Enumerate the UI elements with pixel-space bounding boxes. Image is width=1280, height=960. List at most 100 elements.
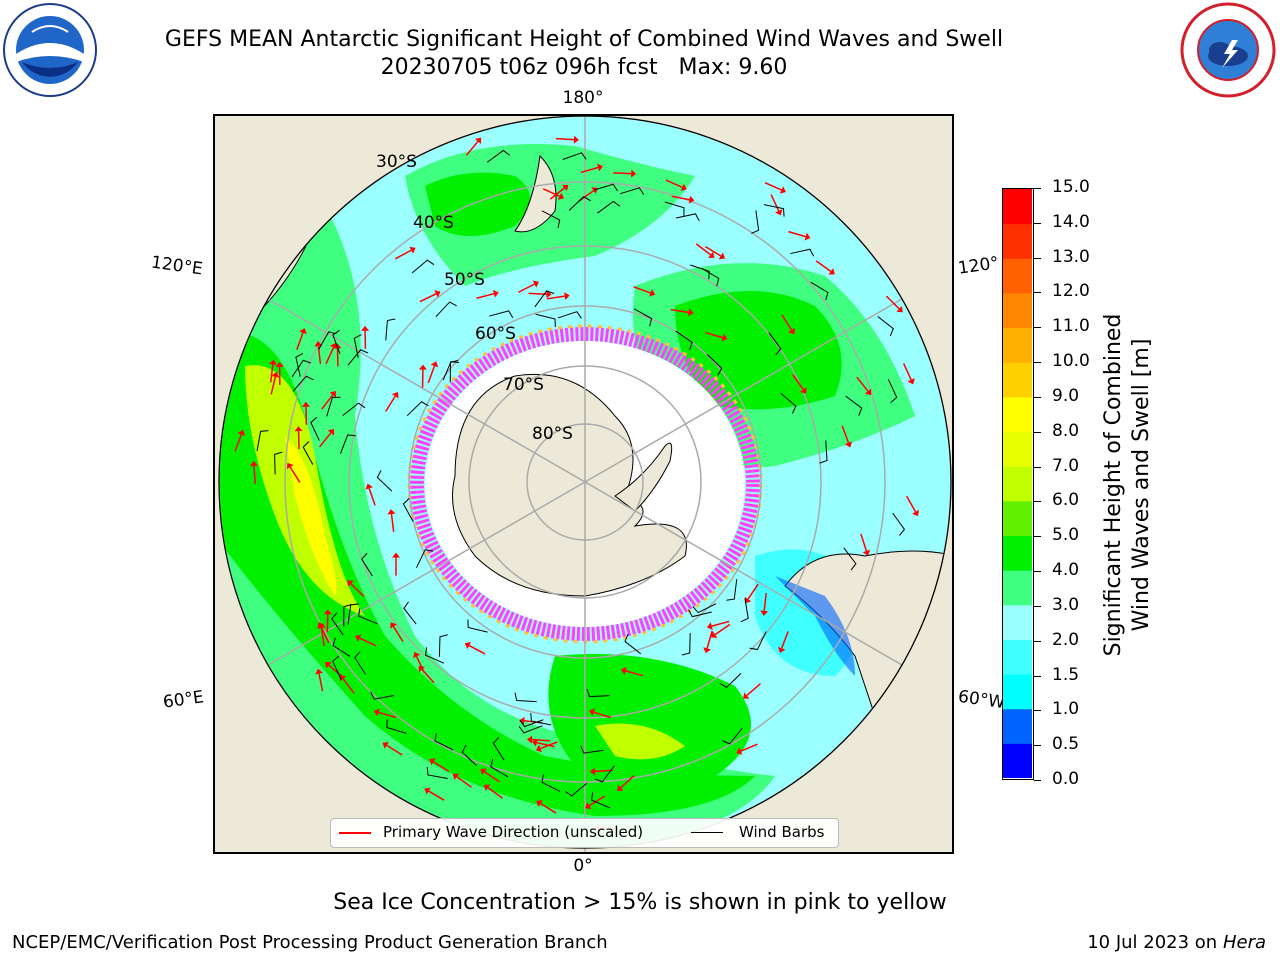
colorbar-bin <box>1003 189 1032 225</box>
colorbar-bin <box>1003 396 1032 433</box>
wind-barb <box>597 200 621 214</box>
wave-direction-arrow <box>484 771 500 783</box>
noaa-logo <box>2 2 98 98</box>
wave-direction-arrow <box>536 741 555 748</box>
wave-direction-arrowhead <box>373 708 380 717</box>
colorbar-bin <box>1003 258 1032 294</box>
nws-logo <box>1180 2 1276 98</box>
wave-direction-arrowhead <box>536 800 543 807</box>
colorbar-tick-label: 3.0 <box>1052 594 1080 615</box>
wave-direction-arrow <box>670 308 689 314</box>
colorbar-bin <box>1003 604 1032 640</box>
wind-barb <box>416 549 434 568</box>
footer-credit: NCEP/EMC/Verification Post Processing Pr… <box>12 932 608 953</box>
wave-direction-arrowhead <box>301 401 310 407</box>
colorbar-tick-mark <box>1034 362 1041 364</box>
wave-direction-arrow <box>885 295 900 310</box>
wave-direction-arrowhead <box>799 387 807 394</box>
wind-barb <box>492 737 505 761</box>
colorbar-bin <box>1003 535 1032 571</box>
wind-barb <box>722 727 743 745</box>
wave-band-west-strong <box>219 332 755 816</box>
wind-barb <box>332 329 341 354</box>
colorbar-tick-mark <box>1034 257 1041 259</box>
colorbar-label-line-2: Wind Waves and Swell [m] <box>1129 338 1154 632</box>
colorbar-bin <box>1003 743 1032 778</box>
wave-direction-arrowhead <box>314 341 323 347</box>
wind-barb <box>790 248 815 257</box>
wave-direction-arrowhead <box>237 429 246 436</box>
wave-direction-arrowhead <box>323 609 332 615</box>
wind-barb <box>688 609 712 618</box>
lon-label-upper-left: 120°E <box>149 252 204 280</box>
colorbar-tick-label: 13.0 <box>1052 246 1090 267</box>
colorbar-bin <box>1003 327 1032 363</box>
colorbar-tick-label: 1.5 <box>1052 664 1080 685</box>
wind-barb <box>564 782 588 797</box>
wave-direction-arrow <box>695 243 711 256</box>
wave-direction-arrow <box>386 744 403 756</box>
wind-barb <box>302 441 314 465</box>
wind-barb <box>892 512 906 536</box>
wind-barb <box>593 183 618 192</box>
wind-barb <box>386 719 407 734</box>
wave-direction-arrowhead <box>268 359 277 365</box>
lat-label-40s: 40°S <box>413 213 454 233</box>
wave-direction-arrowhead <box>736 747 743 755</box>
wave-direction-arrow <box>487 787 504 799</box>
wind-barb <box>256 430 269 452</box>
wave-direction-arrow <box>476 292 495 299</box>
wave-direction-arrowhead <box>617 784 624 792</box>
wind-barb <box>887 379 898 403</box>
wave-direction-arrow <box>321 394 334 410</box>
wave-direction-arrowhead <box>862 549 871 556</box>
wind-barb <box>740 598 749 623</box>
footer-host: Hera <box>1222 932 1266 953</box>
wave-direction-arrow <box>620 774 635 789</box>
wave-direction-arrow <box>542 188 560 197</box>
wave-direction-arrow <box>297 431 300 450</box>
wind-barb <box>347 603 359 625</box>
wave-direction-arrow <box>465 140 479 156</box>
wind-barb <box>467 619 488 633</box>
colorbar-tick-mark <box>1034 605 1041 607</box>
wave-band-west-peak2 <box>285 436 337 596</box>
wave-direction-arrow <box>368 488 376 506</box>
colorbar-tick-mark <box>1034 745 1041 747</box>
wave-direction-arrow <box>555 137 574 141</box>
wind-barb <box>292 375 314 392</box>
wave-direction-arrow <box>841 425 850 444</box>
wave-direction-arrow <box>711 620 730 627</box>
wave-direction-arrowhead <box>434 290 441 298</box>
colorbar-tick-mark <box>1034 466 1041 468</box>
wave-direction-arrowhead <box>339 674 347 682</box>
wind-barb <box>633 308 653 327</box>
wave-direction-arrowhead <box>535 744 542 753</box>
colorbar-tick-mark <box>1034 292 1041 294</box>
wave-direction-arrow <box>427 365 436 384</box>
colorbar-tick-label: 6.0 <box>1052 490 1080 511</box>
colorbar-tick-label: 12.0 <box>1052 281 1090 302</box>
wind-barb <box>751 210 760 234</box>
wave-direction-legend-line <box>339 832 371 834</box>
wind-barb <box>557 311 582 319</box>
wave-direction-arrowhead <box>327 429 334 436</box>
wave-direction-arrow <box>433 761 450 773</box>
wave-direction-arrowhead <box>365 483 373 490</box>
wave-direction-arrowhead <box>546 290 552 299</box>
wind-barb <box>340 434 356 454</box>
colorbar-bin <box>1003 570 1032 606</box>
wave-direction-arrow <box>705 331 723 339</box>
wind-barb <box>310 416 320 441</box>
wind-barb <box>620 187 645 195</box>
wind-barb <box>370 691 394 700</box>
wave-direction-arrowhead <box>804 232 811 241</box>
colorbar-tick-label: 4.0 <box>1052 560 1080 581</box>
wave-direction-arrow <box>540 802 557 814</box>
wave-direction-arrow <box>269 364 274 383</box>
colorbar-tick-label: 10.0 <box>1052 351 1090 372</box>
wind-barb <box>580 745 604 754</box>
wind-barb <box>541 210 561 228</box>
wind-barb <box>845 395 863 416</box>
wave-direction-arrowhead <box>775 209 783 216</box>
